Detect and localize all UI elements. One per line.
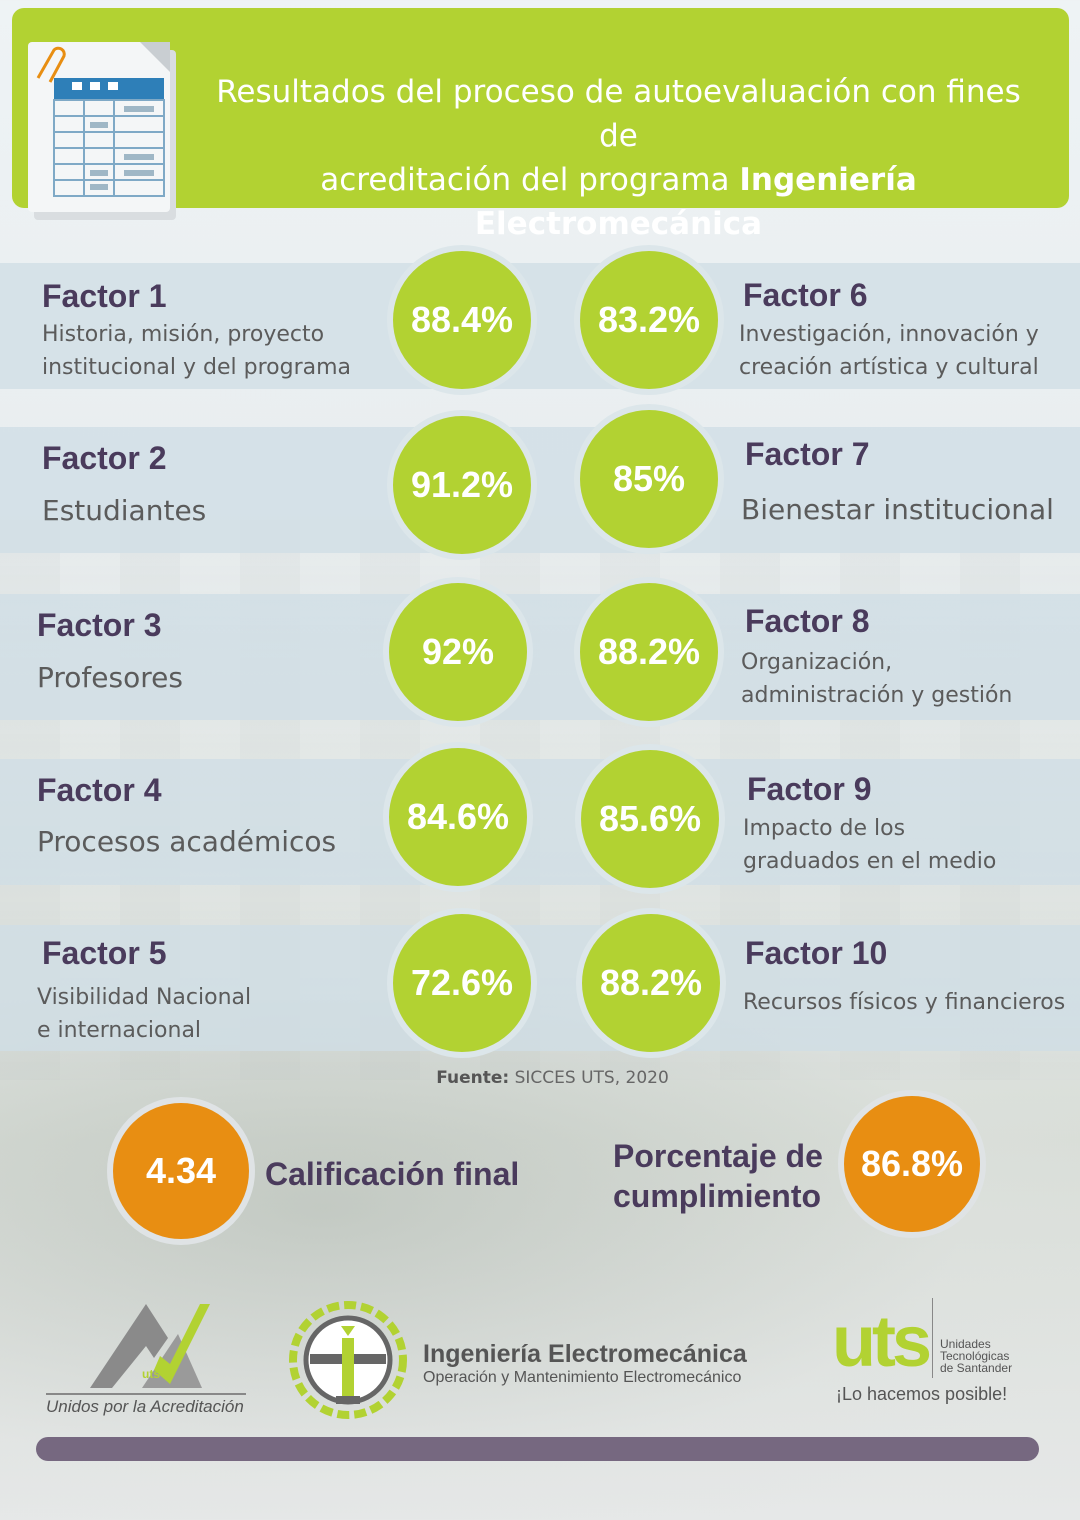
factor-1-description: Historia, misión, proyecto institucional… — [42, 318, 351, 384]
factor-row-1-band — [0, 263, 1080, 389]
uts-logo: uts — [832, 1302, 932, 1382]
factor-1-desc-line1: Historia, misión, proyecto — [42, 322, 325, 347]
factor-8-desc-line2: administración y gestión — [741, 683, 1013, 708]
factor-7-score: 85% — [574, 404, 724, 554]
factor-3-title: Factor 3 — [37, 607, 162, 643]
program-subtitle: Operación y Mantenimiento Electromecánic… — [423, 1369, 742, 1386]
factor-4-score: 84.6% — [383, 742, 533, 892]
final-score-label: Calificación final — [265, 1156, 520, 1192]
factor-5-title: Factor 5 — [42, 935, 167, 971]
factor-9-desc-line1: Impacto de los — [743, 816, 906, 841]
factor-3-score: 92% — [383, 577, 533, 727]
factor-9-desc-line2: graduados en el medio — [743, 849, 997, 874]
final-score-badge: 4.34 — [107, 1097, 255, 1245]
program-title: Ingeniería Electromecánica — [423, 1340, 747, 1368]
factor-row-4-band — [0, 759, 1080, 885]
factor-5-desc-line2: e internacional — [37, 1018, 202, 1043]
compliance-label-line1: Porcentaje de — [613, 1138, 823, 1174]
factor-2-description: Estudiantes — [42, 494, 207, 527]
factor-7-title: Factor 7 — [745, 436, 870, 472]
factor-5-description: Visibilidad Nacional e internacional — [37, 981, 251, 1047]
factor-8-score: 88.2% — [574, 577, 724, 727]
compliance-label-line2: cumplimiento — [613, 1178, 822, 1214]
factor-10-score: 88.2% — [576, 908, 726, 1058]
factor-10-description: Recursos físicos y financieros — [743, 990, 1066, 1015]
factor-row-2-band — [0, 427, 1080, 553]
source-text: SICCES UTS, 2020 — [509, 1068, 669, 1088]
factor-6-desc-line1: Investigación, innovación y — [739, 322, 1039, 347]
title-line2-prefix: acreditación del programa — [320, 162, 740, 198]
factor-10-title: Factor 10 — [745, 935, 888, 971]
source-note: Fuente: SICCES UTS, 2020 — [0, 1068, 1080, 1088]
compliance-percentage-badge: 86.8% — [838, 1090, 986, 1238]
uts-name-line2: Tecnológicas — [940, 1349, 1010, 1363]
source-label: Fuente: — [436, 1068, 510, 1088]
factor-9-score: 85.6% — [575, 744, 725, 894]
factor-3-description: Profesores — [37, 661, 183, 694]
accreditation-logo: uts — [90, 1304, 210, 1388]
factor-1-title: Factor 1 — [42, 278, 167, 314]
factor-row-5-band — [0, 925, 1080, 1051]
factor-6-score: 83.2% — [574, 245, 724, 395]
factor-6-desc-line2: creación artística y cultural — [739, 355, 1039, 380]
factor-4-title: Factor 4 — [37, 772, 162, 808]
factor-1-score: 88.4% — [387, 245, 537, 395]
uts-name-line3: de Santander — [940, 1361, 1013, 1375]
factor-7-description: Bienestar institucional — [741, 493, 1054, 526]
factor-2-title: Factor 2 — [42, 440, 167, 476]
accreditation-caption: Unidos por la Acreditación — [46, 1397, 244, 1416]
factor-9-description: Impacto de los graduados en el medio — [743, 812, 996, 878]
footer-bar — [36, 1437, 1039, 1461]
uts-logo-divider — [932, 1298, 933, 1378]
uts-name-line1: Unidades — [940, 1337, 991, 1351]
electromechanical-program-logo — [289, 1301, 407, 1419]
factor-6-description: Investigación, innovación y creación art… — [739, 318, 1039, 384]
header-banner: Resultados del proceso de autoevaluación… — [12, 8, 1069, 242]
factor-4-description: Procesos académicos — [37, 825, 337, 858]
factor-9-title: Factor 9 — [747, 771, 872, 807]
factor-8-desc-line1: Organización, — [741, 650, 893, 675]
factor-2-score: 91.2% — [387, 410, 537, 560]
accreditation-divider — [46, 1393, 246, 1395]
accreditation-mark-text: uts — [142, 1367, 160, 1381]
factor-5-desc-line1: Visibilidad Nacional — [37, 985, 252, 1010]
spreadsheet-document-icon — [28, 42, 176, 220]
factor-6-title: Factor 6 — [743, 277, 868, 313]
title-line1: Resultados del proceso de autoevaluación… — [216, 74, 1021, 154]
factor-8-title: Factor 8 — [745, 603, 870, 639]
factor-8-description: Organización, administración y gestión — [741, 646, 1012, 712]
factor-row-3-band — [0, 594, 1080, 720]
uts-slogan: ¡Lo hacemos posible! — [836, 1384, 1008, 1404]
compliance-label: Porcentaje de cumplimiento — [613, 1136, 823, 1216]
uts-institution-name: Unidades Tecnológicas de Santander — [940, 1338, 1012, 1374]
page-title: Resultados del proceso de autoevaluación… — [192, 70, 1045, 246]
title-line2-program: Ingeniería Electromecánica — [474, 162, 917, 242]
factor-1-desc-line2: institucional y del programa — [42, 355, 352, 380]
factor-5-score: 72.6% — [387, 908, 537, 1058]
